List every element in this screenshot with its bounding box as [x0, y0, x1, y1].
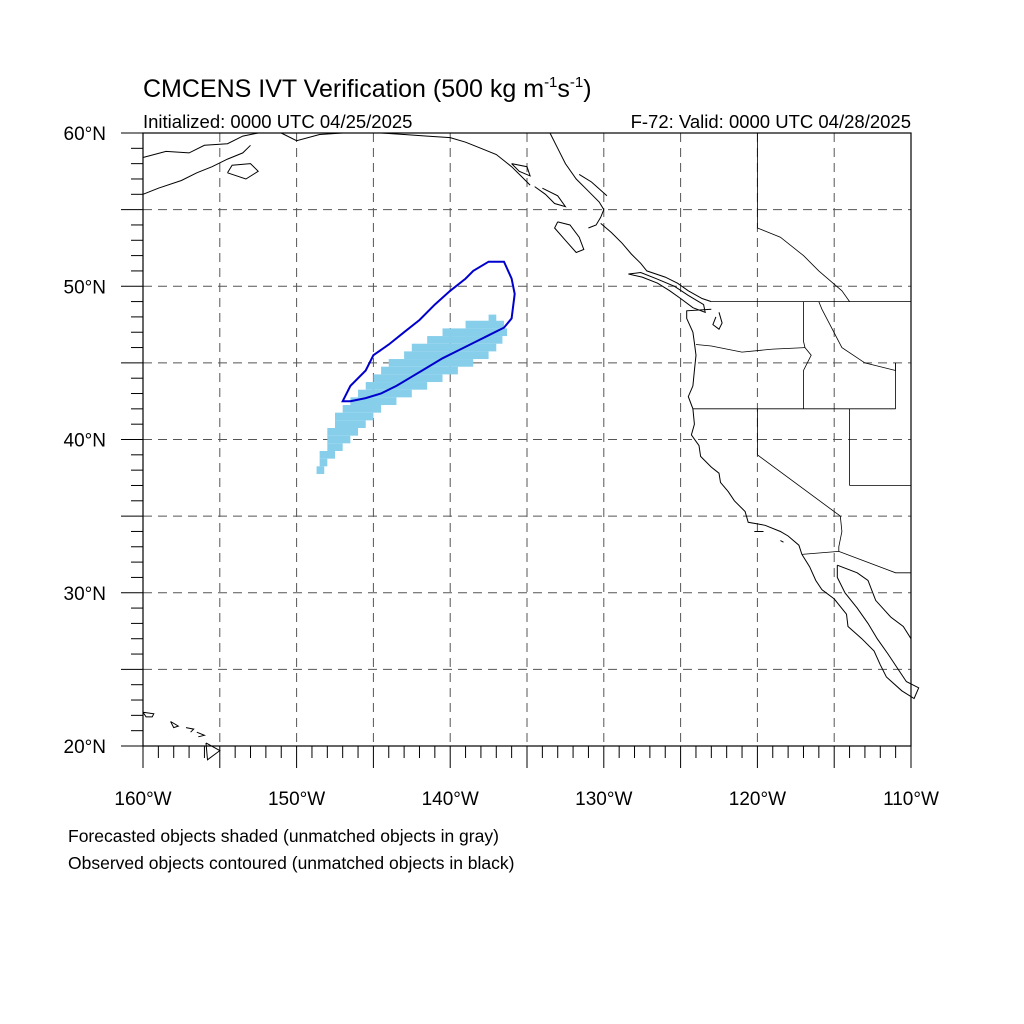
longitude-tick-label: 110°W [883, 789, 939, 810]
forecast-cell-row [442, 328, 508, 337]
coastline [628, 271, 706, 314]
coastline [600, 223, 712, 303]
latitude-tick-label: 20°N [64, 737, 106, 758]
coastline [686, 308, 803, 555]
observed-object-contour [341, 260, 516, 403]
political-border [801, 550, 911, 574]
forecast-cell-row [388, 359, 474, 367]
graticule-grid [143, 133, 911, 746]
longitude-tick-label: 120°W [729, 789, 786, 810]
coastline [142, 144, 251, 195]
coastline [185, 727, 195, 733]
forecast-cell-row [350, 397, 397, 406]
footer-forecast-note: Forecasted objects shaded (unmatched obj… [68, 826, 499, 846]
political-border [803, 301, 806, 348]
map-plot-area [121, 132, 920, 768]
coastline [142, 132, 274, 158]
forecast-cell-row [335, 412, 374, 421]
coastline [534, 186, 567, 208]
coastline [554, 221, 585, 254]
longitude-labels: 160°W 150°W 140°W 130°W 120°W 110°W [114, 789, 939, 810]
coastline [712, 312, 723, 330]
political-border [803, 347, 812, 409]
forecast-cell-row [358, 389, 412, 398]
forecast-cell-row [316, 466, 325, 474]
coastline [227, 163, 259, 180]
forecast-cell-row [404, 351, 489, 360]
longitude-tick-label: 160°W [114, 789, 171, 810]
latitude-labels: 60°N 50°N 40°N 30°N 20°N [64, 124, 106, 758]
figure-title: CMCENS IVT Verification (500 kg m-1s-1) [143, 74, 592, 103]
forecast-cell-row [335, 420, 366, 429]
forecast-cell-row [465, 320, 504, 329]
latitude-tick-label: 40°N [64, 431, 106, 452]
longitude-tick-label: 150°W [268, 789, 325, 810]
coastline [511, 163, 531, 177]
coastline [142, 711, 155, 718]
coastline [381, 132, 531, 186]
coastline [170, 721, 180, 729]
political-border [757, 133, 850, 302]
political-border [695, 344, 806, 353]
coastline [549, 132, 605, 229]
coastline [205, 742, 221, 761]
forecast-cell-row [488, 314, 497, 323]
forecast-cell-row [327, 428, 359, 436]
forecast-cell-row [327, 443, 343, 451]
axis-ticks [121, 132, 912, 768]
forecast-cell-row [381, 366, 458, 375]
longitude-tick-label: 130°W [575, 789, 632, 810]
latitude-tick-label: 60°N [64, 124, 106, 145]
forecast-cell-row [342, 405, 382, 413]
coastline [837, 564, 912, 647]
political-border [838, 516, 843, 552]
coastline [280, 132, 343, 142]
coastline [196, 731, 207, 738]
forecast-cell-row [319, 458, 328, 467]
forecast-cell-row [327, 435, 351, 444]
longitude-tick-label: 140°W [422, 789, 479, 810]
initialized-time: Initialized: 0000 UTC 04/25/2025 [143, 111, 412, 132]
political-border [818, 301, 896, 372]
coastline [780, 540, 784, 543]
latitude-tick-label: 30°N [64, 584, 106, 605]
coastline [801, 554, 920, 700]
coastline [578, 173, 608, 197]
valid-time: F-72: Valid: 0000 UTC 04/28/2025 [631, 111, 911, 132]
forecast-cell-row [319, 450, 335, 459]
forecast-cell-row [411, 343, 497, 352]
forecast-cell-row [427, 336, 503, 344]
latitude-tick-label: 50°N [64, 277, 106, 298]
footer-observed-note: Observed objects contoured (unmatched ob… [68, 853, 515, 873]
political-border [757, 408, 841, 517]
coastlines-and-borders [142, 132, 920, 761]
